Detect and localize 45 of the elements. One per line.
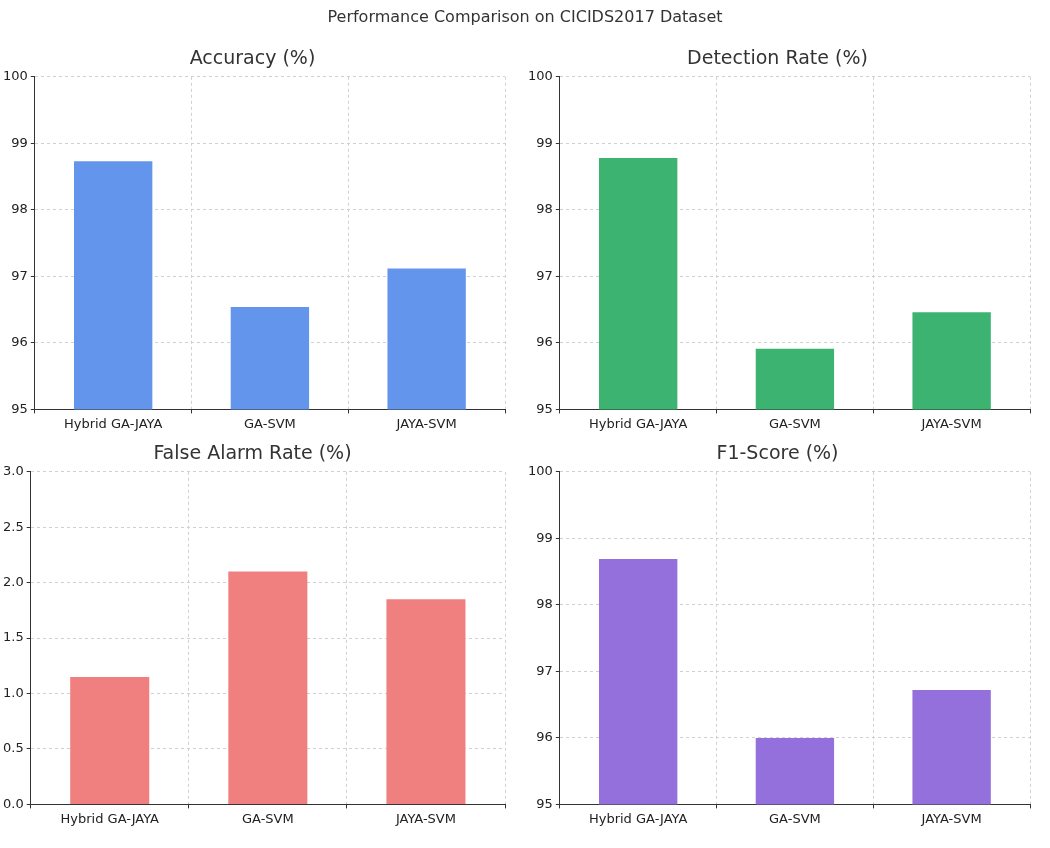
chart-title: F1-Score (%) [716, 441, 839, 464]
x-tick-label: GA-SVM [769, 810, 821, 826]
x-tick-label: GA-SVM [769, 415, 821, 431]
y-tick-label: 0.0 [2, 795, 24, 811]
y-tick-label: 97 [11, 267, 28, 283]
y-tick-label: 95 [11, 400, 28, 416]
y-tick-label: 98 [536, 596, 553, 612]
x-tick-label: Hybrid GA-JAYA [588, 810, 688, 826]
x-tick-label: JAYA-SVM [394, 810, 456, 826]
x-tick-label: JAYA-SVM [920, 415, 982, 431]
y-tick-label: 97 [536, 267, 553, 283]
y-tick-label: 100 [2, 68, 28, 84]
bar [228, 571, 308, 804]
text: Performance Comparison on CICIDS2017 Dataset [327, 7, 723, 26]
y-tick-label: 99 [11, 134, 28, 150]
y-tick-label: 96 [536, 334, 553, 350]
y-tick-label: 2.5 [2, 518, 24, 534]
y-tick-label: 100 [527, 463, 553, 479]
y-tick-label: 96 [11, 334, 28, 350]
y-tick-label: 100 [527, 68, 553, 84]
y-tick-label: 99 [536, 134, 553, 150]
y-tick-label: 1.0 [2, 684, 24, 700]
y-tick-label: 96 [536, 729, 553, 745]
y-tick-label: 1.5 [2, 629, 24, 645]
x-tick-label: GA-SVM [244, 415, 296, 431]
x-tick-label: JAYA-SVM [920, 810, 982, 826]
x-tick-label: GA-SVM [241, 810, 294, 826]
x-tick-label: Hybrid GA-JAYA [60, 810, 160, 826]
y-tick-label: 3.0 [2, 463, 24, 479]
chart-title: False Alarm Rate (%) [153, 441, 352, 464]
y-tick-label: 98 [11, 201, 28, 217]
y-tick-label: 99 [536, 529, 553, 545]
y-tick-label: 95 [536, 795, 553, 811]
chart-title: Detection Rate (%) [687, 46, 868, 69]
chart-title: Accuracy (%) [189, 46, 316, 69]
x-tick-label: Hybrid GA-JAYA [588, 415, 688, 431]
bar [70, 676, 150, 804]
y-tick-label: 97 [536, 662, 553, 678]
bar [386, 599, 466, 804]
y-tick-label: 98 [536, 201, 553, 217]
y-tick-label: 95 [536, 400, 553, 416]
x-tick-label: JAYA-SVM [395, 415, 457, 431]
y-tick-label: 0.5 [2, 740, 24, 756]
x-tick-label: Hybrid GA-JAYA [63, 415, 163, 431]
y-tick-label: 2.0 [2, 574, 24, 590]
